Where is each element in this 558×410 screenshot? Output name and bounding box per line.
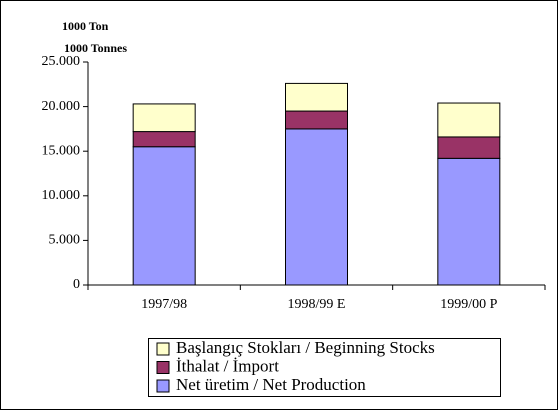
legend-label: Başlangıç Stokları / Beginning Stocks xyxy=(176,338,435,357)
unit-label-en: 1000 Tonnes xyxy=(64,41,127,55)
bar-segment xyxy=(285,110,348,130)
bar-segment xyxy=(132,146,196,286)
x-tick-label: 1997/98 xyxy=(141,297,187,312)
legend-label: Net üretim / Net Production xyxy=(176,375,366,394)
y-tick-label: 20.000 xyxy=(42,99,81,114)
bar-segment xyxy=(132,103,196,133)
bar-segment xyxy=(285,128,348,286)
bar-segment xyxy=(437,136,501,159)
bar-segment xyxy=(437,157,501,286)
legend-box xyxy=(148,338,501,397)
y-tick-label: 5.000 xyxy=(49,233,81,248)
unit-label: 1000 Ton xyxy=(62,19,109,33)
legend-swatch xyxy=(156,361,170,374)
bar-segment xyxy=(132,131,196,148)
y-tick-label: 10.000 xyxy=(42,188,81,203)
bar-segment xyxy=(437,102,501,138)
bar-segment xyxy=(285,82,348,112)
x-tick-label: 1999/00 P xyxy=(440,297,497,312)
legend-label: İthalat / İmport xyxy=(176,356,279,375)
y-tick-label: 0 xyxy=(73,277,80,292)
x-tick-label: 1998/99 E xyxy=(288,297,346,312)
y-tick-label: 15.000 xyxy=(42,143,81,158)
y-tick-label: 25.000 xyxy=(42,54,81,69)
legend-swatch xyxy=(156,379,170,393)
legend-swatch xyxy=(156,342,170,356)
